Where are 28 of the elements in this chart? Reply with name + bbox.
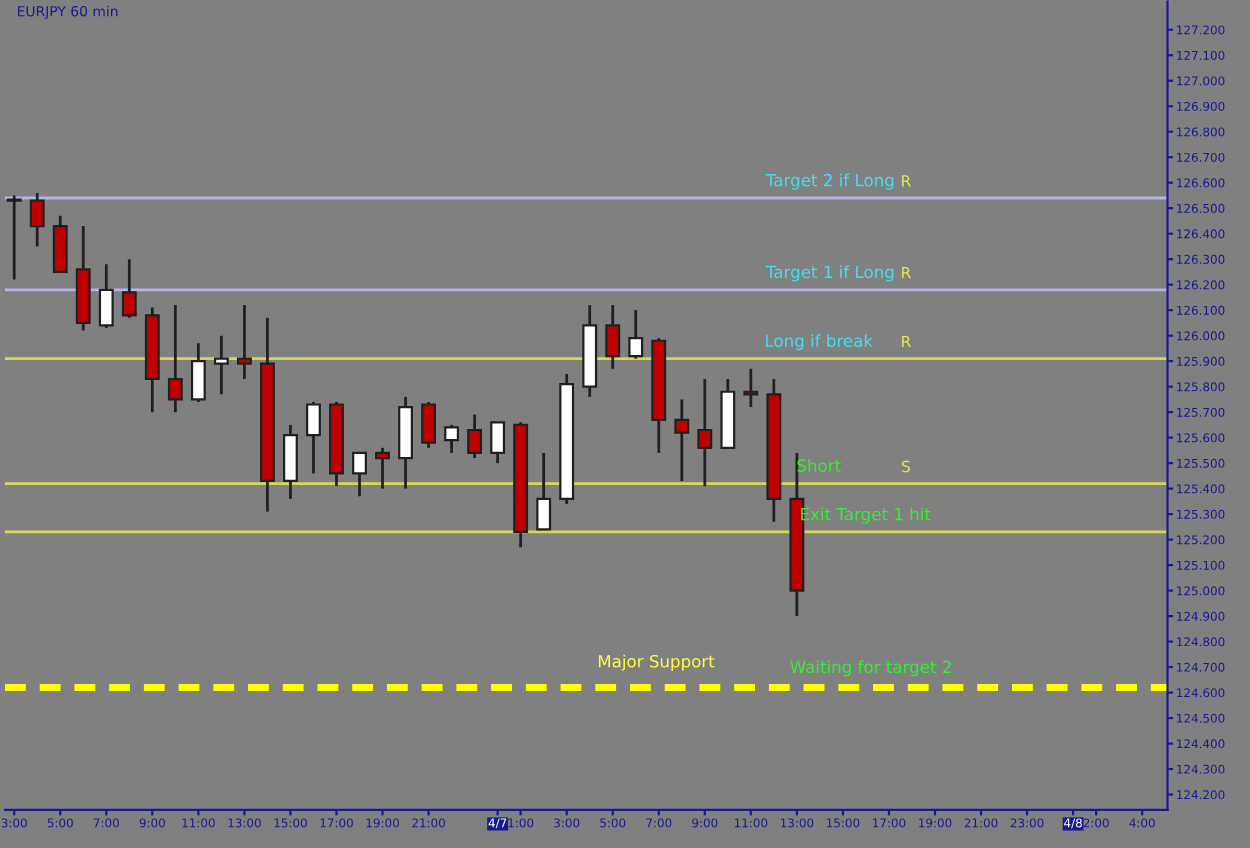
candlestick	[167, 303, 183, 414]
candlestick	[29, 191, 45, 248]
candlestick	[52, 214, 68, 274]
candlestick	[375, 446, 390, 491]
candlestick	[743, 367, 759, 409]
ref-line-label: Target 2 if Long	[765, 173, 894, 190]
candlestick	[536, 451, 552, 531]
ref-line-label: Long if break	[766, 334, 873, 351]
candlestick	[352, 451, 367, 498]
annotation: Waiting for target 2	[790, 660, 951, 677]
candlestick	[444, 423, 460, 455]
candlestick	[283, 423, 298, 501]
candlestick	[467, 413, 483, 460]
ref-line-label: Major Support	[598, 654, 715, 671]
candlestick	[490, 420, 506, 465]
candlestick	[628, 308, 644, 360]
candlestick	[213, 334, 229, 396]
candlestick	[674, 398, 690, 483]
candlestick	[121, 257, 137, 320]
candlestick	[421, 400, 436, 450]
candlestick	[605, 303, 621, 371]
candlestick	[190, 341, 206, 404]
candlestick	[697, 377, 713, 488]
candlestick	[98, 262, 114, 330]
candlestick	[236, 303, 252, 381]
candlestick	[306, 400, 321, 475]
candlestick	[6, 194, 22, 281]
ref-line-label: Target 1 if Long	[765, 265, 894, 282]
